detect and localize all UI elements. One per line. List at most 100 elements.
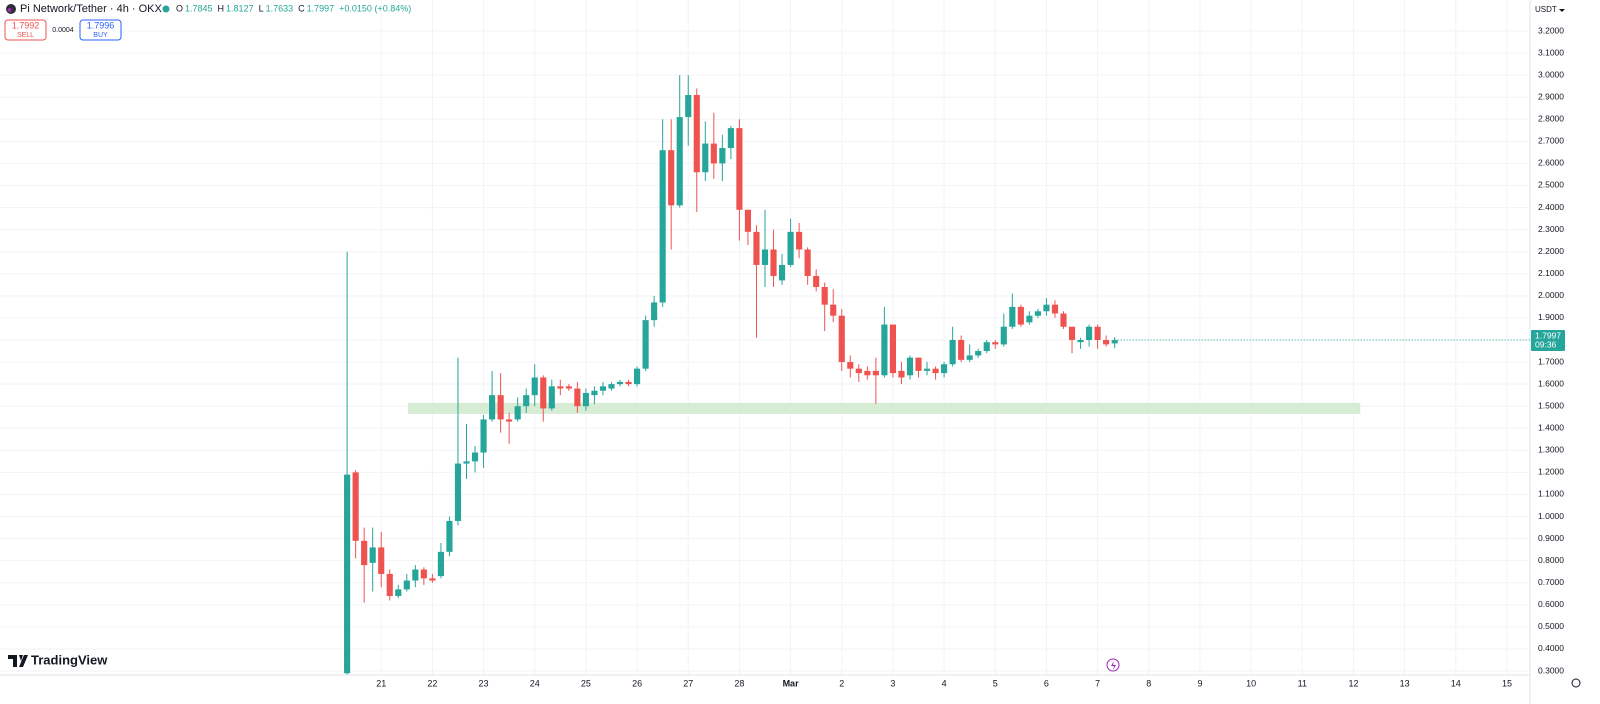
candle-body — [412, 569, 419, 581]
y-tick-label: 2.0000 — [1538, 290, 1564, 300]
sell-price: 1.7992 — [12, 20, 40, 30]
x-tick-label: 14 — [1451, 678, 1461, 688]
spread: 0.0004 — [52, 27, 74, 34]
price-change: +0.0150 (+0.84%) — [339, 3, 411, 13]
candle-body — [523, 395, 530, 407]
candle-body — [932, 368, 939, 374]
symbol-title: Pi Network/Tether · 4h · OKX — [20, 3, 162, 15]
x-tick-label: 15 — [1502, 678, 1512, 688]
candle-body — [906, 357, 914, 376]
currency-selector[interactable]: USDT — [1535, 5, 1557, 14]
y-tick-label: 3.0000 — [1538, 69, 1564, 79]
y-tick-label: 1.3000 — [1538, 445, 1564, 455]
settings-icon[interactable] — [1571, 678, 1581, 688]
y-tick-label: 1.1000 — [1538, 489, 1564, 499]
candle-body — [378, 547, 385, 574]
symbol-icon-dot — [7, 8, 12, 12]
candle-body — [599, 386, 607, 391]
x-tick-label: Mar — [783, 678, 800, 688]
candle-body — [813, 275, 820, 288]
candle-body — [651, 302, 658, 321]
y-tick-label: 1.0000 — [1538, 511, 1564, 521]
market-open-dot — [162, 5, 170, 13]
y-tick-label: 2.3000 — [1538, 224, 1564, 234]
y-tick-label: 2.5000 — [1538, 180, 1564, 190]
y-tick-label: 0.4000 — [1538, 643, 1564, 653]
candle-body — [471, 452, 479, 462]
x-tick-label: 2 — [839, 678, 844, 688]
brand-name: TradingView — [31, 652, 108, 667]
x-tick-label: 3 — [890, 678, 895, 688]
ohlc-value: 1.7997 — [307, 3, 335, 13]
y-tick-label: 1.2000 — [1538, 467, 1564, 477]
candle-body — [352, 472, 359, 541]
y-tick-label: 1.7000 — [1538, 356, 1564, 366]
candle-body — [958, 339, 965, 360]
candle-body — [565, 386, 572, 389]
x-tick-label: 26 — [632, 678, 642, 688]
alert-icon[interactable] — [1106, 658, 1120, 672]
candle-body — [685, 95, 692, 118]
ohlc-key: L — [259, 3, 264, 13]
candle-body — [838, 315, 845, 363]
candle-body — [1026, 315, 1033, 323]
x-tick-label: 11 — [1298, 678, 1307, 688]
buy-label: BUY — [93, 32, 108, 39]
candle-body — [429, 578, 436, 581]
candle-body — [574, 388, 581, 407]
x-tick-label: 7 — [1095, 678, 1100, 688]
y-tick-label: 2.8000 — [1538, 114, 1564, 124]
candle-body — [454, 463, 462, 521]
y-tick-label: 3.2000 — [1538, 25, 1564, 35]
y-tick-label: 0.6000 — [1538, 599, 1564, 609]
candle-body — [437, 551, 444, 577]
candle-body — [787, 231, 794, 265]
x-tick-label: 21 — [376, 678, 386, 688]
x-tick-label: 6 — [1044, 678, 1049, 688]
x-tick-label: 5 — [993, 678, 998, 688]
candle-body — [642, 320, 649, 369]
candle-body — [497, 395, 504, 420]
x-tick-label: 9 — [1197, 678, 1202, 688]
ohlc-value: 1.8127 — [226, 3, 254, 13]
x-tick-label: 8 — [1146, 678, 1151, 688]
candle-body — [855, 368, 862, 374]
buy-button[interactable] — [79, 19, 122, 41]
y-tick-label: 0.5000 — [1538, 621, 1564, 631]
currency-caret — [1559, 9, 1565, 12]
candle-body — [1111, 340, 1118, 344]
candle-body — [403, 580, 410, 590]
last-price: 1.7997 — [1535, 330, 1561, 340]
candle-body — [548, 386, 555, 409]
y-tick-label: 2.4000 — [1538, 202, 1564, 212]
alert-bolt — [1111, 661, 1116, 670]
candle-body — [1043, 304, 1050, 312]
candles — [344, 75, 1361, 675]
candle-body — [949, 339, 956, 365]
candle-body — [489, 395, 496, 420]
candle-body — [540, 377, 547, 409]
candle-body — [634, 368, 641, 385]
y-tick-label: 0.8000 — [1538, 555, 1564, 565]
support-zone — [408, 402, 1361, 414]
candle-body — [463, 461, 470, 464]
candle-body — [770, 249, 777, 276]
candle-body — [386, 573, 393, 596]
candle-body — [676, 117, 683, 206]
candle-body — [625, 381, 632, 385]
candle-body — [975, 351, 982, 356]
sell-button[interactable] — [4, 19, 47, 41]
y-tick-label: 1.4000 — [1538, 423, 1564, 433]
candle-body — [710, 143, 717, 164]
x-tick-label: 13 — [1400, 678, 1410, 688]
x-tick-label: 28 — [734, 678, 744, 688]
candle-body — [361, 540, 368, 566]
candle-body — [736, 128, 743, 210]
x-tick-label: 23 — [479, 678, 489, 688]
ohlc-key: H — [218, 3, 225, 13]
y-tick-label: 2.6000 — [1538, 158, 1564, 168]
candle-body — [1103, 339, 1110, 345]
candle-body — [1009, 306, 1016, 327]
y-tick-label: 2.9000 — [1538, 91, 1564, 101]
